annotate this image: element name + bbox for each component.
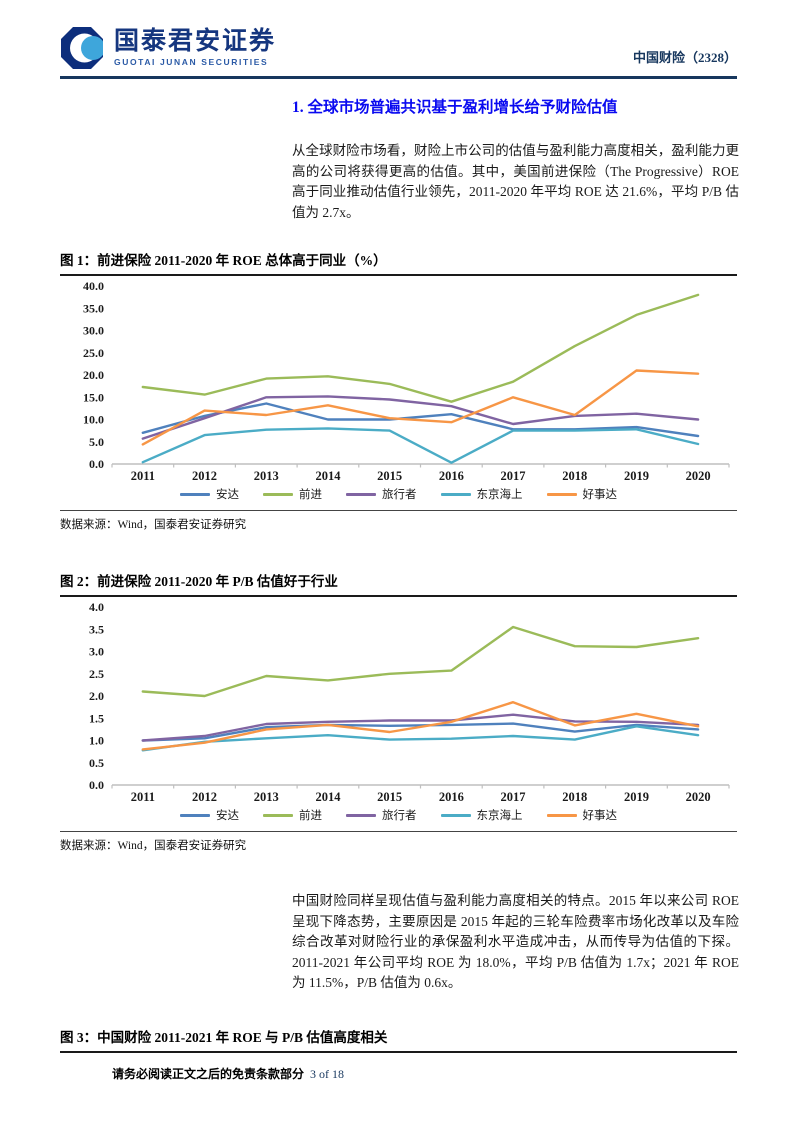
legend-label: 好事达 — [582, 489, 618, 501]
guotai-junan-logo-icon — [60, 26, 104, 70]
svg-text:2017: 2017 — [501, 469, 526, 483]
legend-item: 安达 — [180, 807, 239, 823]
svg-text:15.0: 15.0 — [83, 390, 104, 404]
legend-label: 东京海上 — [476, 489, 523, 501]
figure-3: 图 3：中国财险 2011-2021 年 ROE 与 P/B 估值高度相关 — [60, 1026, 737, 1053]
svg-text:2015: 2015 — [377, 790, 402, 804]
svg-text:40.0: 40.0 — [83, 280, 104, 293]
svg-text:30.0: 30.0 — [83, 324, 104, 338]
svg-text:3.0: 3.0 — [89, 645, 104, 659]
svg-text:2016: 2016 — [439, 790, 464, 804]
legend-line-swatch-icon — [180, 813, 210, 817]
svg-text:2.5: 2.5 — [89, 667, 104, 681]
svg-text:2012: 2012 — [192, 469, 217, 483]
legend-item: 好事达 — [546, 486, 618, 502]
page-number: 3 of 18 — [310, 1067, 345, 1081]
svg-text:2018: 2018 — [562, 469, 587, 483]
legend-label: 安达 — [216, 489, 239, 501]
svg-text:5.0: 5.0 — [89, 435, 104, 449]
svg-text:2014: 2014 — [315, 469, 341, 483]
figure-2-chart: 4.0 3.5 3.0 2.5 2.0 1.5 1.0 0.5 0.0 2011 2012 2013 2… — [60, 601, 737, 807]
svg-text:1.5: 1.5 — [89, 711, 104, 725]
svg-text:2020: 2020 — [686, 469, 711, 483]
figure-2: 图 2：前进保险 2011-2020 年 P/B 估值好于行业 4.0 3.5 3.… — [60, 570, 737, 853]
figure-3-caption: 图 3：中国财险 2011-2021 年 ROE 与 P/B 估值高度相关 — [60, 1026, 737, 1053]
page-footer: 请务必阅读正文之后的免责条款部分 3 of 18 — [112, 1065, 344, 1082]
svg-text:2012: 2012 — [192, 790, 217, 804]
svg-text:3.5: 3.5 — [89, 622, 104, 636]
svg-text:4.0: 4.0 — [89, 601, 104, 614]
svg-text:0.0: 0.0 — [89, 457, 104, 471]
svg-text:25.0: 25.0 — [83, 346, 104, 360]
brand-name-cn: 国泰君安证券 — [114, 27, 277, 56]
svg-text:2.0: 2.0 — [89, 689, 104, 703]
brand: 国泰君安证券 GUOTAI JUNAN SECURITIES — [60, 26, 276, 70]
svg-text:1.0: 1.0 — [89, 734, 104, 748]
legend-label: 旅行者 — [382, 489, 417, 501]
legend-line-swatch-icon — [346, 813, 376, 817]
brand-name-en: GUOTAI JUNAN SECURITIES — [114, 57, 269, 68]
legend-label: 好事达 — [582, 810, 618, 822]
legend-item: 旅行者 — [346, 486, 417, 502]
legend-item: 前进 — [263, 486, 322, 502]
figure-2-caption: 图 2：前进保险 2011-2020 年 P/B 估值好于行业 — [60, 570, 737, 597]
legend-label: 前进 — [299, 489, 322, 501]
legend-label: 东京海上 — [476, 810, 523, 822]
figure-1-chart: 40.0 35.0 30.0 25.0 20.0 15.0 10.0 5.0 0.0 2011 20… — [60, 280, 737, 486]
legend-label: 旅行者 — [382, 810, 417, 822]
svg-text:2019: 2019 — [624, 790, 649, 804]
figure-1-legend: 安达 前进 旅行者 东京海上 好事达 — [60, 486, 737, 502]
svg-text:20.0: 20.0 — [83, 368, 104, 382]
figure-1: 图 1：前进保险 2011-2020 年 ROE 总体高于同业（%） 40.0 3… — [60, 249, 737, 532]
paragraph-1: 从全球财险市场看，财险上市公司的估值与盈利能力高度相关，盈利能力更高的公司将获得… — [292, 143, 739, 220]
svg-text:10.0: 10.0 — [83, 413, 104, 427]
figure-2-source: 数据来源：Wind，国泰君安证券研究 — [60, 831, 737, 853]
paragraph-2: 中国财险同样呈现估值与盈利能力高度相关的特点。2015 年以来公司 ROE 呈现… — [292, 893, 739, 990]
legend-line-swatch-icon — [346, 492, 376, 496]
legend-item: 旅行者 — [346, 807, 417, 823]
brand-text: 国泰君安证券 GUOTAI JUNAN SECURITIES — [114, 29, 276, 67]
svg-text:2015: 2015 — [377, 469, 402, 483]
svg-text:2011: 2011 — [131, 790, 155, 804]
figure-2-legend: 安达 前进 旅行者 东京海上 好事达 — [60, 807, 737, 823]
svg-text:2014: 2014 — [315, 790, 341, 804]
legend-line-swatch-icon — [263, 813, 293, 817]
page-header: 国泰君安证券 GUOTAI JUNAN SECURITIES 中国财险（2328… — [60, 0, 737, 79]
svg-text:0.0: 0.0 — [89, 778, 104, 792]
legend-item: 安达 — [180, 486, 239, 502]
section-title: 1. 全球市场普遍共识基于盈利增长给予财险估值 — [292, 99, 618, 116]
legend-item: 前进 — [263, 807, 322, 823]
legend-line-swatch-icon — [440, 813, 471, 817]
svg-text:2013: 2013 — [254, 790, 279, 804]
figure-1-caption: 图 1：前进保险 2011-2020 年 ROE 总体高于同业（%） — [60, 249, 737, 276]
legend-line-swatch-icon — [180, 492, 210, 496]
legend-item: 东京海上 — [440, 486, 523, 502]
svg-text:2017: 2017 — [501, 790, 526, 804]
svg-text:2019: 2019 — [624, 469, 649, 483]
legend-label: 安达 — [216, 810, 239, 822]
stock-label: 中国财险（2328） — [632, 50, 737, 65]
figure-1-source: 数据来源：Wind，国泰君安证券研究 — [60, 510, 737, 532]
svg-text:2013: 2013 — [254, 469, 279, 483]
svg-text:2011: 2011 — [131, 469, 155, 483]
legend-item: 好事达 — [546, 807, 618, 823]
legend-label: 前进 — [299, 810, 322, 822]
legend-line-swatch-icon — [546, 813, 577, 817]
footer-disclaimer: 请务必阅读正文之后的免责条款部分 — [112, 1067, 305, 1081]
legend-line-swatch-icon — [263, 492, 293, 496]
legend-line-swatch-icon — [440, 492, 471, 496]
svg-text:2018: 2018 — [562, 790, 587, 804]
svg-text:0.5: 0.5 — [89, 756, 104, 770]
svg-text:2020: 2020 — [686, 790, 711, 804]
svg-text:35.0: 35.0 — [83, 301, 104, 315]
legend-line-swatch-icon — [546, 492, 577, 496]
svg-text:2016: 2016 — [439, 469, 464, 483]
legend-item: 东京海上 — [440, 807, 523, 823]
